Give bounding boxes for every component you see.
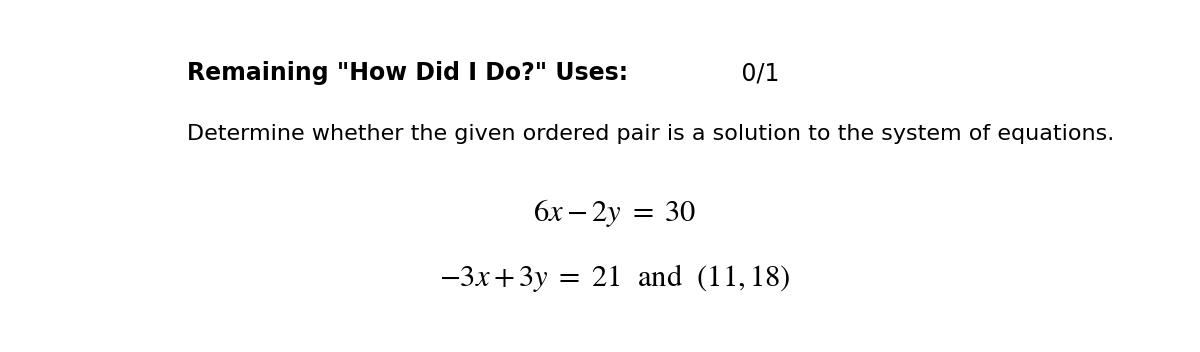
Text: $-3x + 3y\ =\ 21$  and  $(11, 18)$: $-3x + 3y\ =\ 21$ and $(11, 18)$	[439, 262, 791, 294]
Text: $6x - 2y\ =\ 30$: $6x - 2y\ =\ 30$	[533, 197, 697, 229]
Text: Remaining "How Did I Do?" Uses:: Remaining "How Did I Do?" Uses:	[187, 61, 629, 85]
Text: 0/1: 0/1	[734, 61, 780, 85]
Text: Determine whether the given ordered pair is a solution to the system of equation: Determine whether the given ordered pair…	[187, 124, 1115, 144]
